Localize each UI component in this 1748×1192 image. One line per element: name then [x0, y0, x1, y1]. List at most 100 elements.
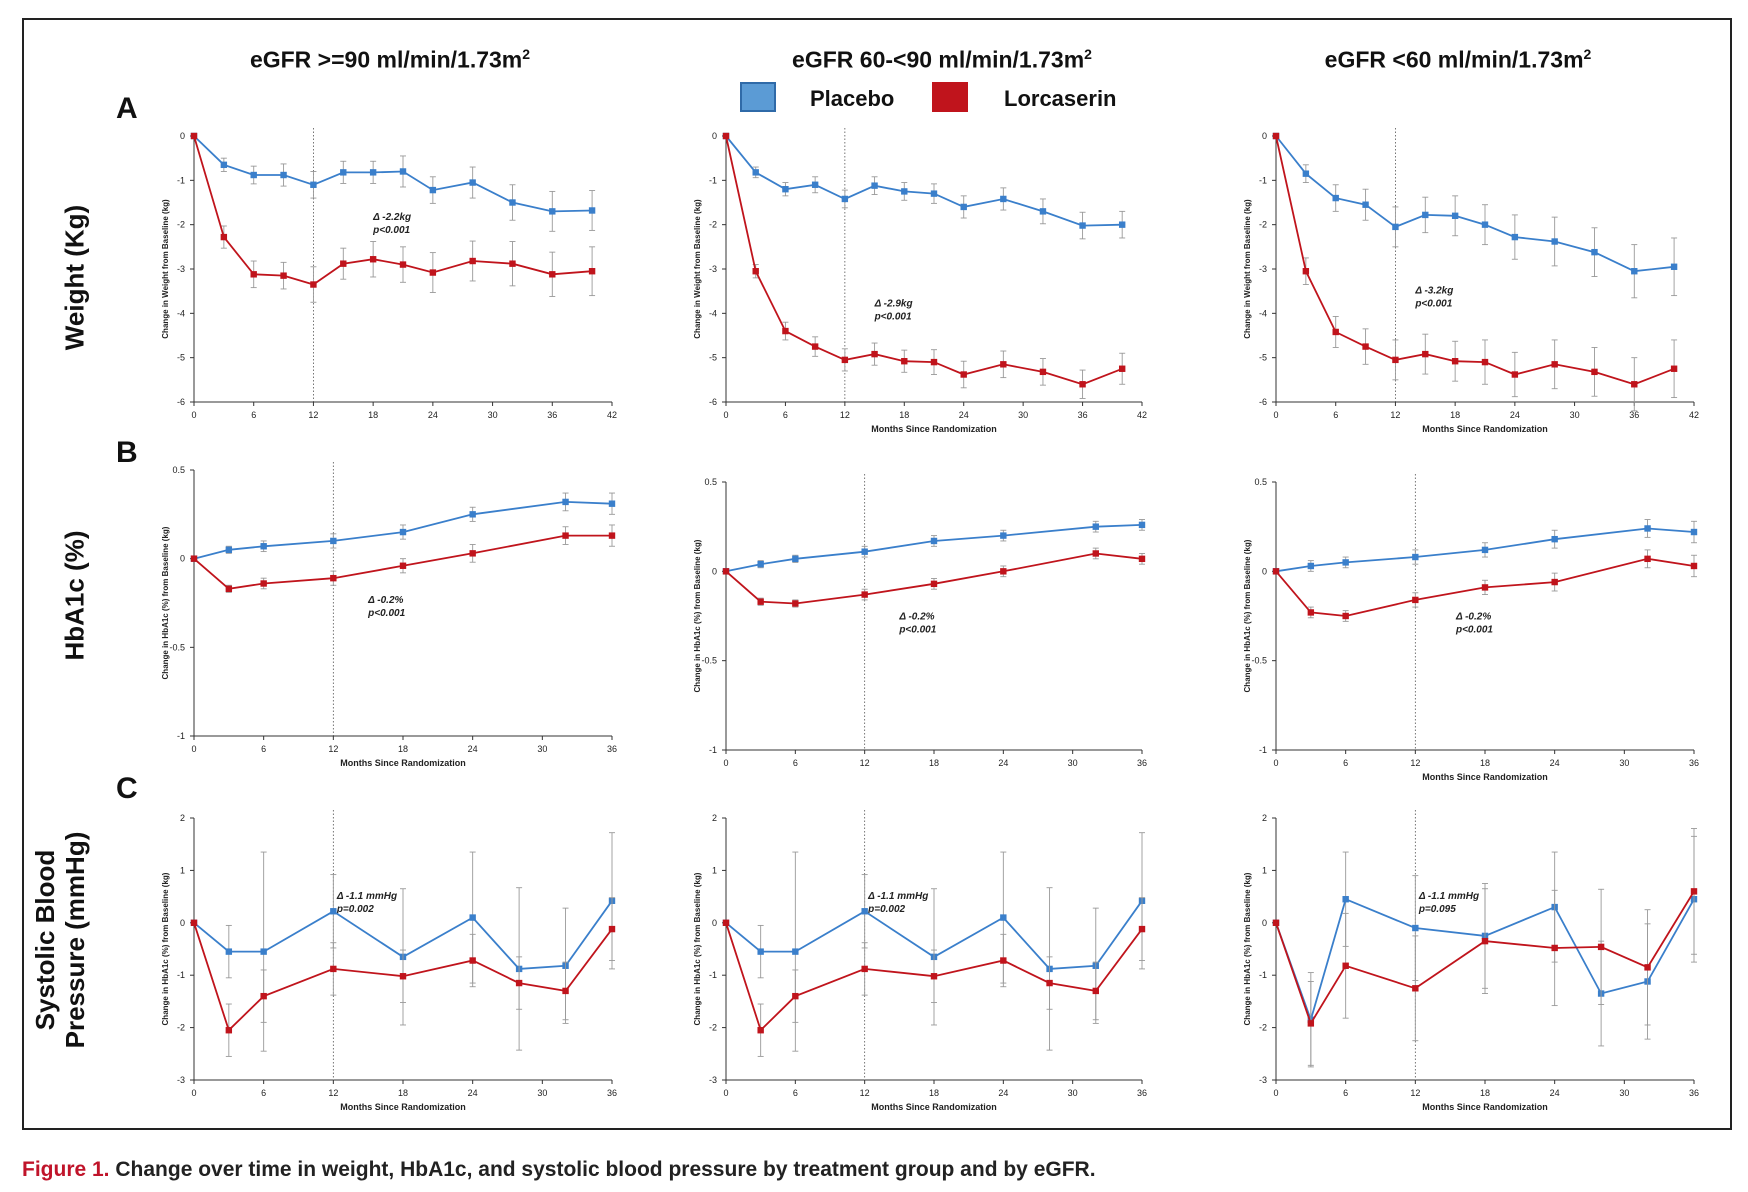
data-point-placebo — [1092, 523, 1099, 530]
data-point-placebo — [429, 186, 437, 194]
data-point-lorcaserin — [549, 271, 556, 278]
annotation-line: p=0.002 — [336, 904, 374, 915]
y-tick-label: -4 — [177, 308, 185, 318]
legend-swatch-placebo — [740, 82, 776, 112]
data-point-placebo — [260, 948, 267, 955]
y-tick-label: 0.5 — [704, 477, 717, 487]
x-tick-label: 36 — [1689, 758, 1699, 768]
x-tick-label: 36 — [607, 744, 617, 754]
x-tick-label: 24 — [428, 410, 438, 420]
y-axis-label: Change in Weight from Baseline (kg) — [693, 199, 702, 339]
data-point-lorcaserin — [1631, 381, 1638, 388]
x-tick-label: 36 — [1137, 758, 1147, 768]
x-tick-label: 36 — [1078, 410, 1088, 420]
y-tick-label: 1 — [712, 865, 717, 875]
data-point-placebo — [310, 181, 317, 188]
data-point-placebo — [930, 190, 938, 197]
x-tick-label: 0 — [1273, 1088, 1278, 1098]
data-point-lorcaserin — [1481, 584, 1489, 591]
data-point-lorcaserin — [782, 327, 789, 335]
data-point-lorcaserin — [1000, 957, 1007, 964]
data-point-placebo — [811, 181, 819, 188]
x-tick-label: 6 — [261, 1088, 266, 1098]
x-tick-label: 18 — [929, 758, 939, 768]
series-line-placebo — [1275, 527, 1695, 573]
y-tick-label: -2 — [1259, 220, 1267, 230]
data-point-placebo — [930, 537, 938, 545]
y-tick-label: 0 — [712, 131, 717, 141]
x-tick-label: 18 — [929, 1088, 939, 1098]
y-tick-label: -1 — [1259, 745, 1267, 755]
y-tick-label: -1 — [709, 745, 717, 755]
annotation-line: p<0.001 — [1455, 625, 1493, 636]
data-point-placebo — [469, 179, 476, 186]
column-title-3: eGFR <60 ml/min/1.73m2 — [1324, 46, 1592, 73]
y-tick-label: 2 — [180, 813, 185, 823]
data-point-placebo — [330, 908, 337, 915]
data-point-placebo — [340, 169, 347, 176]
y-axis-label: Change in HbA1c (%) from Baseline (kg) — [693, 872, 702, 1025]
data-point-lorcaserin — [1392, 356, 1399, 364]
y-tick-label: -1 — [1259, 970, 1267, 980]
x-tick-label: 6 — [1343, 758, 1348, 768]
data-point-lorcaserin — [1451, 358, 1459, 365]
data-point-placebo — [260, 543, 267, 550]
y-tick-label: 0.5 — [1254, 477, 1267, 487]
data-point-placebo — [1481, 546, 1489, 554]
data-point-placebo — [1690, 528, 1698, 536]
series-line-placebo — [725, 135, 1123, 227]
x-tick-label: 0 — [1273, 410, 1278, 420]
y-axis-label: Change in HbA1c (%) from Baseline (kg) — [1243, 539, 1252, 692]
x-tick-label: 18 — [368, 410, 378, 420]
data-point-lorcaserin — [1272, 919, 1280, 926]
data-point-placebo — [757, 560, 764, 568]
y-tick-label: 0 — [1262, 918, 1267, 928]
data-point-lorcaserin — [1092, 550, 1099, 557]
annotation-line: p<0.001 — [1414, 298, 1452, 309]
y-axis-label: Change in HbA1c (%) from Baseline (kg) — [1243, 872, 1252, 1025]
annotation-line: p<0.001 — [372, 225, 410, 236]
annotation-line: Δ -0.2% — [367, 595, 403, 606]
data-point-lorcaserin — [871, 350, 878, 358]
data-point-placebo — [1392, 223, 1399, 231]
y-tick-label: -1 — [177, 970, 185, 980]
annotation-line: Δ -1.1 mmHg — [1418, 891, 1479, 902]
data-point-lorcaserin — [960, 371, 967, 378]
x-tick-label: 24 — [998, 1088, 1008, 1098]
x-axis-label: Months Since Randomization — [871, 1102, 997, 1112]
data-point-lorcaserin — [1551, 944, 1558, 952]
x-tick-label: 36 — [1689, 1088, 1699, 1098]
caption-text: Change over time in weight, HbA1c, and s… — [109, 1158, 1096, 1181]
data-point-lorcaserin — [1307, 609, 1315, 616]
data-point-placebo — [608, 500, 616, 507]
y-tick-label: 0.5 — [172, 465, 185, 475]
data-point-placebo — [399, 528, 407, 536]
x-tick-label: 18 — [899, 410, 909, 420]
data-point-placebo — [861, 548, 868, 555]
x-tick-label: 18 — [398, 744, 408, 754]
data-point-lorcaserin — [469, 257, 476, 265]
data-point-lorcaserin — [260, 580, 267, 587]
data-point-placebo — [1591, 248, 1598, 256]
data-point-lorcaserin — [792, 600, 799, 607]
data-point-placebo — [1332, 194, 1339, 202]
data-point-placebo — [509, 199, 516, 206]
annotation-line: Δ -1.1 mmHg — [336, 891, 397, 902]
data-point-lorcaserin — [722, 132, 730, 140]
data-point-lorcaserin — [1690, 888, 1698, 895]
x-tick-label: 30 — [1619, 758, 1629, 768]
data-point-placebo — [250, 171, 257, 179]
data-point-lorcaserin — [861, 965, 868, 973]
x-tick-label: 24 — [998, 758, 1008, 768]
data-point-lorcaserin — [190, 919, 198, 926]
data-point-lorcaserin — [515, 979, 523, 987]
data-point-lorcaserin — [1272, 568, 1280, 575]
data-point-placebo — [220, 161, 228, 169]
y-tick-label: -3 — [1259, 1075, 1267, 1085]
data-point-lorcaserin — [469, 550, 476, 557]
data-point-lorcaserin — [1092, 987, 1099, 995]
y-axis-label: Change in HbA1c (%) from Baseline (kg) — [161, 872, 170, 1025]
x-tick-label: 0 — [723, 758, 728, 768]
y-axis-label: Change in Weight from Baseline (kg) — [161, 199, 170, 339]
data-point-lorcaserin — [399, 973, 407, 980]
